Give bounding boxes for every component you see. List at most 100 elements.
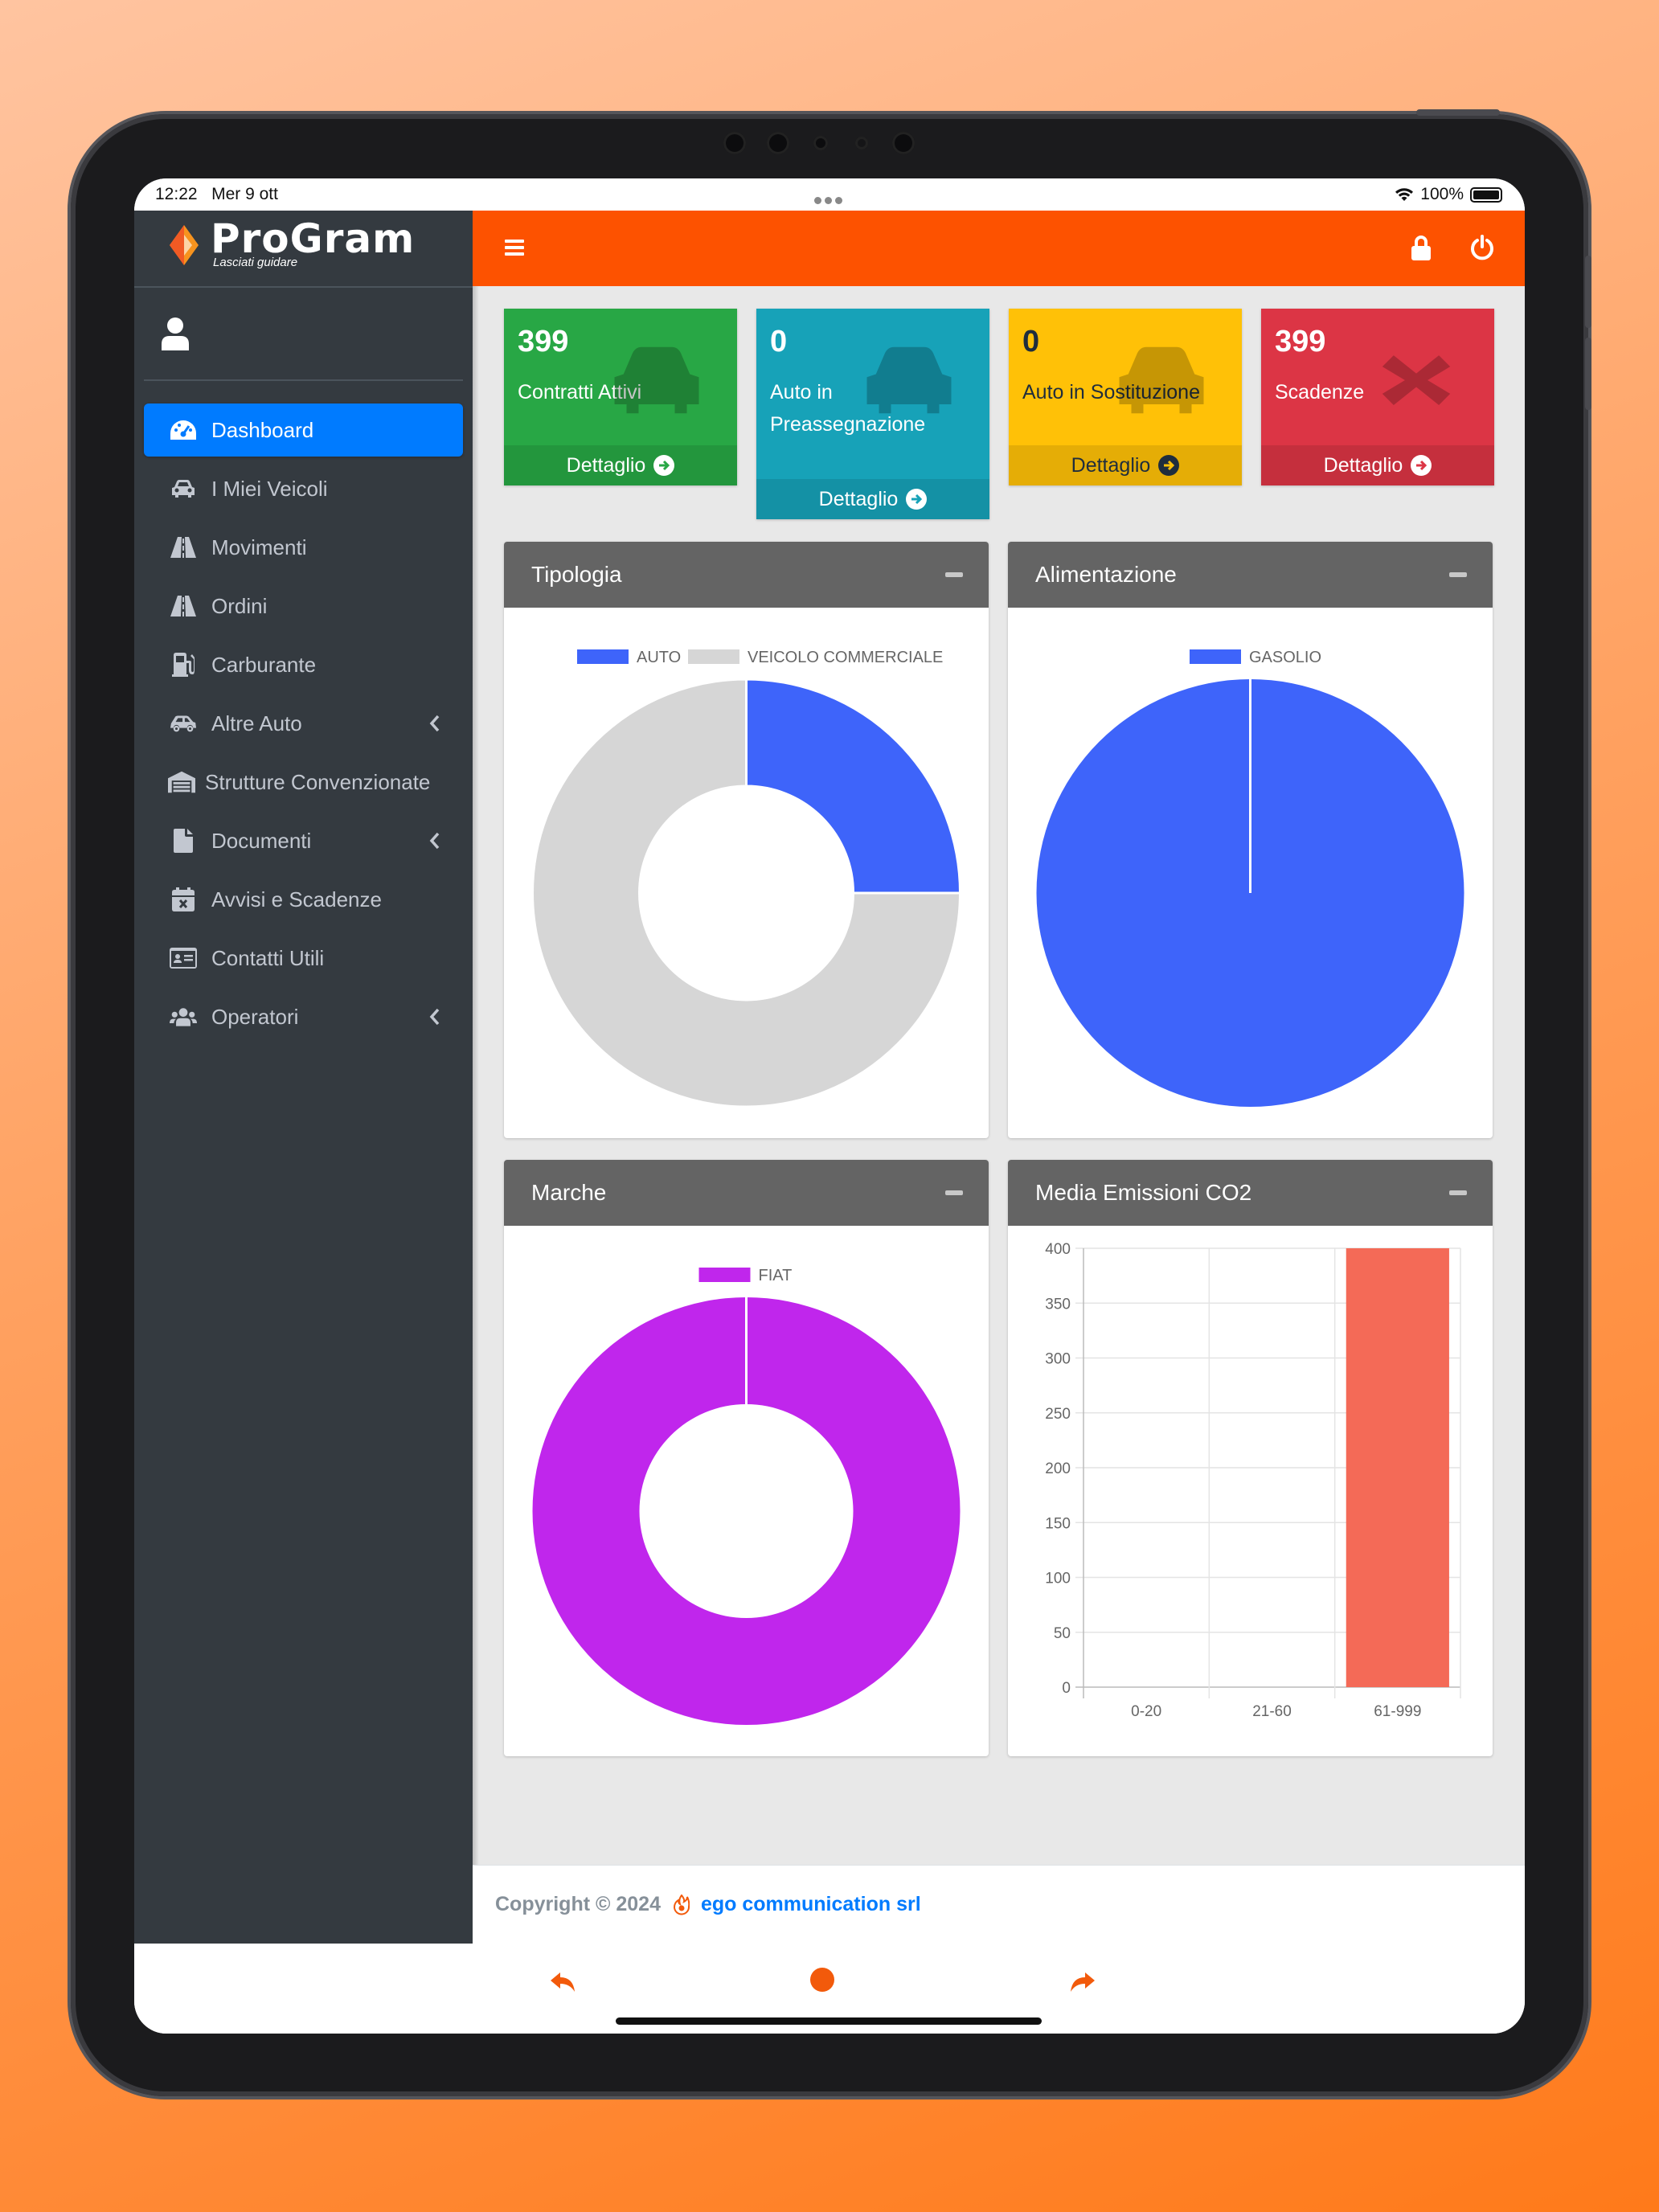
x-tick-label: 0-20 bbox=[1131, 1703, 1161, 1720]
sidebar-item-label: Avvisi e Scadenze bbox=[211, 887, 382, 911]
power-icon[interactable] bbox=[1470, 235, 1494, 260]
card-emissioni: Media Emissioni CO2 0 50 100 150 200 250 300 35… bbox=[1008, 1160, 1493, 1756]
user-panel[interactable] bbox=[144, 288, 463, 381]
car-icon bbox=[866, 346, 952, 414]
sidebar-item-dashboard[interactable]: Dashboard bbox=[144, 403, 463, 457]
road-icon bbox=[170, 537, 196, 558]
collapse-button[interactable] bbox=[1449, 572, 1467, 577]
info-box-detail-link[interactable]: Dettaglio bbox=[1261, 445, 1494, 485]
legend-swatch bbox=[1190, 649, 1241, 664]
info-box-label: Auto in Sostituzione bbox=[1022, 381, 1200, 403]
card-header: Tipologia bbox=[504, 542, 989, 608]
sidebar-item-contatti[interactable]: Contatti Utili bbox=[144, 932, 463, 985]
y-tick-label: 250 bbox=[1045, 1406, 1071, 1423]
arrow-circle-right-icon bbox=[653, 455, 675, 476]
calendar-times-icon bbox=[172, 887, 195, 911]
arrow-circle-right-icon bbox=[906, 489, 928, 510]
info-box-value: 399 bbox=[518, 325, 569, 358]
pie-slice bbox=[745, 678, 962, 895]
sidebar-item-movimenti[interactable]: Movimenti bbox=[144, 521, 463, 574]
home-button[interactable] bbox=[810, 1968, 834, 1992]
sidebar-item-avvisi[interactable]: Avvisi e Scadenze bbox=[144, 873, 463, 926]
chevron-left-icon bbox=[429, 1008, 440, 1026]
chevron-left-icon bbox=[429, 715, 440, 732]
volume-down-button bbox=[1585, 338, 1591, 410]
info-box-scadenze[interactable]: 399 Scadenze Dettaglio bbox=[1261, 309, 1494, 485]
tipologia-chart: AUTO VEICOLO COMMERCIALE bbox=[531, 649, 962, 1108]
wifi-icon bbox=[1395, 188, 1414, 201]
sidebar-item-label: Documenti bbox=[211, 828, 312, 853]
x-tick-label: 21-60 bbox=[1252, 1703, 1292, 1720]
sidebar-item-label: Strutture Convenzionate bbox=[205, 769, 431, 794]
legend-swatch bbox=[688, 649, 739, 664]
sidebar-item-strutture[interactable]: Strutture Convenzionate bbox=[144, 756, 463, 809]
card-title: Tipologia bbox=[531, 562, 622, 587]
gas-pump-icon bbox=[172, 653, 195, 677]
company-link[interactable]: ego communication srl bbox=[700, 1893, 921, 1915]
lock-icon[interactable] bbox=[1411, 235, 1432, 260]
y-tick-label: 100 bbox=[1045, 1571, 1071, 1587]
y-tick-label: 350 bbox=[1045, 1296, 1071, 1313]
card-title: Media Emissioni CO2 bbox=[1035, 1180, 1252, 1205]
status-time: 12:22 Mer 9 ott bbox=[155, 185, 278, 203]
info-box-preassegnazione[interactable]: 0 Auto in Preassegnazione Dettaglio bbox=[756, 309, 989, 519]
sidebar: ProGram Lasciati guidare Dashboard I Mie… bbox=[134, 211, 473, 1944]
card-marche: Marche FIAT bbox=[504, 1160, 989, 1756]
sidebar-item-label: Ordini bbox=[211, 593, 268, 618]
warehouse-icon bbox=[168, 771, 195, 793]
info-box-label: Auto in Preassegnazione bbox=[770, 381, 926, 436]
collapse-button[interactable] bbox=[945, 572, 963, 577]
brand-logo[interactable]: ProGram Lasciati guidare bbox=[134, 211, 473, 288]
sidebar-shadow bbox=[473, 286, 479, 1944]
y-tick-label: 50 bbox=[1054, 1625, 1071, 1642]
multitasking-dots[interactable] bbox=[814, 190, 846, 204]
users-icon bbox=[170, 1008, 197, 1026]
legend-swatch bbox=[698, 1268, 751, 1282]
back-arrow-icon[interactable] bbox=[549, 1968, 576, 1995]
sidebar-item-label: Carburante bbox=[211, 652, 317, 677]
sidebar-item-documenti[interactable]: Documenti bbox=[144, 814, 463, 867]
info-box-contratti[interactable]: 399 Contratti Attivi Dettaglio bbox=[504, 309, 737, 485]
sidebar-item-label: Dashboard bbox=[211, 417, 314, 442]
sidebar-item-label: I Miei Veicoli bbox=[211, 476, 328, 501]
car-icon bbox=[1119, 346, 1204, 414]
info-box-label: Scadenze bbox=[1275, 381, 1365, 403]
marche-chart: FIAT bbox=[532, 1267, 961, 1725]
sidebar-item-ordini[interactable]: Ordini bbox=[144, 580, 463, 633]
sidebar-item-label: Contatti Utili bbox=[211, 945, 325, 970]
card-header: Alimentazione bbox=[1008, 542, 1493, 608]
sidebar-item-carburante[interactable]: Carburante bbox=[144, 638, 463, 691]
legend-label: AUTO bbox=[637, 649, 681, 666]
info-box-sostituzione[interactable]: 0 Auto in Sostituzione Dettaglio bbox=[1009, 309, 1242, 485]
arrow-circle-right-icon bbox=[1411, 455, 1432, 476]
info-box-value: 399 bbox=[1275, 325, 1326, 358]
collapse-button[interactable] bbox=[945, 1190, 963, 1195]
top-navbar bbox=[473, 211, 1525, 286]
company-logo-icon bbox=[673, 1894, 690, 1915]
bars-icon[interactable] bbox=[505, 238, 524, 257]
sidebar-item-label: Altre Auto bbox=[211, 711, 302, 735]
logo-diamond-icon bbox=[170, 225, 199, 265]
info-box-detail-link[interactable]: Dettaglio bbox=[1009, 445, 1242, 485]
status-bar: 12:22 Mer 9 ott 100% bbox=[134, 178, 1525, 211]
y-tick-label: 300 bbox=[1045, 1351, 1071, 1368]
sidebar-item-operatori[interactable]: Operatori bbox=[144, 990, 463, 1043]
alimentazione-chart: GASOLIO bbox=[1036, 649, 1464, 1107]
top-button bbox=[1416, 109, 1500, 116]
brand-name: ProGram bbox=[211, 215, 416, 262]
page-footer: Copyright © 2024 ego communication srl bbox=[473, 1865, 1525, 1944]
card-header: Media Emissioni CO2 bbox=[1008, 1160, 1493, 1226]
user-icon bbox=[162, 317, 189, 350]
sidebar-item-veicoli[interactable]: I Miei Veicoli bbox=[144, 462, 463, 515]
forward-arrow-icon[interactable] bbox=[1069, 1968, 1096, 1995]
car-side-icon bbox=[170, 715, 197, 732]
bar bbox=[1346, 1248, 1449, 1687]
legend-swatch bbox=[577, 649, 629, 664]
sidebar-item-altre-auto[interactable]: Altre Auto bbox=[144, 697, 463, 750]
legend-label: FIAT bbox=[759, 1267, 793, 1284]
info-box-detail-link[interactable]: Dettaglio bbox=[504, 445, 737, 485]
info-box-detail-link[interactable]: Dettaglio bbox=[756, 479, 989, 519]
pie-slice bbox=[532, 1297, 961, 1725]
collapse-button[interactable] bbox=[1449, 1190, 1467, 1195]
card-tipologia: Tipologia AUTO VEICOLO COMMERCIALE bbox=[504, 542, 989, 1138]
